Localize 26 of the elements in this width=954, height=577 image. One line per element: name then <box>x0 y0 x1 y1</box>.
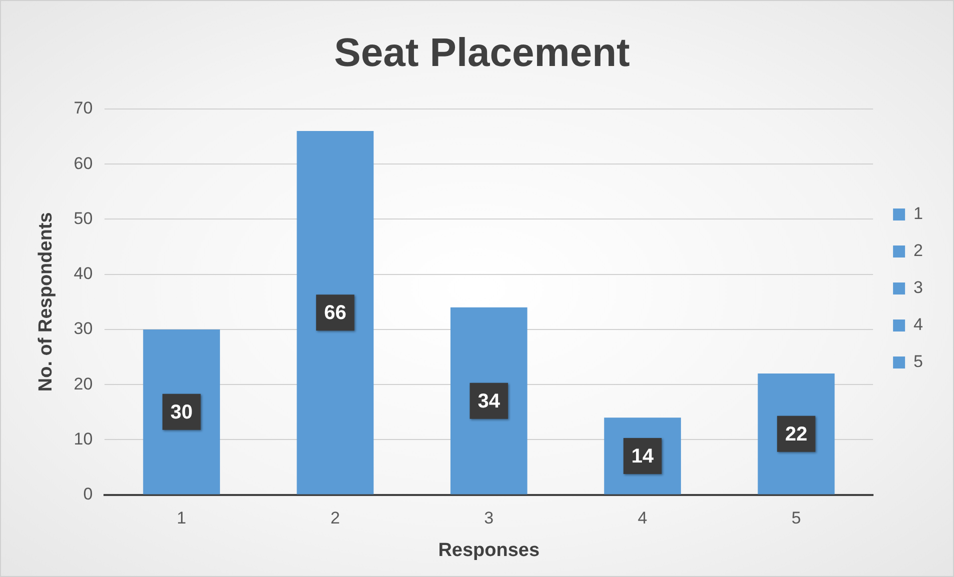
legend-label: 1 <box>914 204 924 224</box>
y-tick-label: 70 <box>74 98 93 118</box>
x-axis-title: Responses <box>438 540 540 561</box>
y-tick-label: 30 <box>74 319 93 338</box>
y-tick-label: 50 <box>74 208 93 228</box>
y-tick-label: 40 <box>74 264 93 284</box>
y-tick-label: 20 <box>74 374 93 394</box>
legend-label: 5 <box>914 352 924 372</box>
x-tick-label: 1 <box>176 508 186 528</box>
data-label: 22 <box>785 423 808 446</box>
x-tick-label: 3 <box>484 508 494 528</box>
data-label: 34 <box>478 390 501 412</box>
y-axis-title: No. of Respondents <box>36 212 57 392</box>
data-label: 14 <box>631 445 655 468</box>
x-tick-label: 2 <box>330 508 340 528</box>
x-tick-label: 4 <box>638 508 648 528</box>
legend-label: 3 <box>914 278 924 298</box>
y-tick-label: 0 <box>83 484 93 504</box>
chart-title: Seat Placement <box>334 31 630 76</box>
y-tick-label: 60 <box>74 154 93 173</box>
x-tick-label: 5 <box>791 508 801 528</box>
data-label: 66 <box>324 302 346 324</box>
legend-label: 2 <box>914 241 924 260</box>
data-label: 30 <box>170 401 193 424</box>
y-tick-label: 10 <box>74 429 93 448</box>
legend-label: 4 <box>914 315 924 334</box>
